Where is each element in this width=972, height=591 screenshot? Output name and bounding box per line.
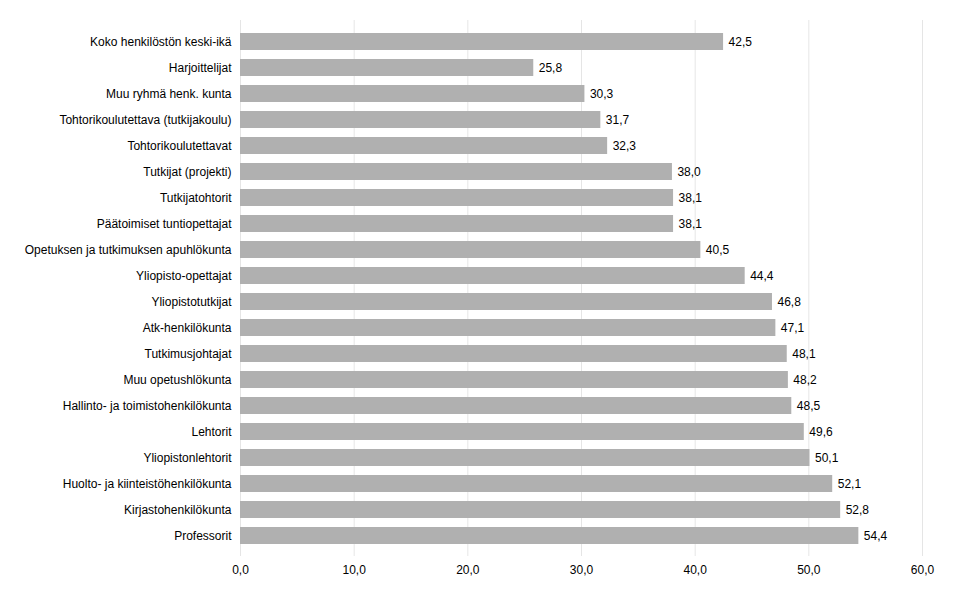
svg-text:Tutkijat (projekti): Tutkijat (projekti) [143,165,231,179]
svg-text:30,0: 30,0 [570,563,594,577]
svg-text:44,4: 44,4 [750,269,774,283]
svg-text:54,4: 54,4 [864,529,888,543]
svg-text:Kirjastohenkilökunta: Kirjastohenkilökunta [124,503,232,517]
svg-text:52,1: 52,1 [838,477,862,491]
svg-text:40,0: 40,0 [683,563,707,577]
svg-text:50,1: 50,1 [815,451,839,465]
svg-text:31,7: 31,7 [606,113,630,127]
svg-text:Atk-henkilökunta: Atk-henkilökunta [143,321,232,335]
svg-text:48,2: 48,2 [793,373,817,387]
svg-text:Harjoittelijat: Harjoittelijat [169,61,232,75]
svg-text:Tutkijatohtorit: Tutkijatohtorit [160,191,232,205]
svg-text:Koko henkilöstön keski-ikä: Koko henkilöstön keski-ikä [90,35,232,49]
svg-text:47,1: 47,1 [781,321,805,335]
svg-text:Tohtorikoulutettavat: Tohtorikoulutettavat [127,139,232,153]
svg-text:10,0: 10,0 [342,563,366,577]
svg-text:30,3: 30,3 [590,87,614,101]
svg-text:52,8: 52,8 [846,503,870,517]
svg-text:Tutkimusjohtajat: Tutkimusjohtajat [145,347,233,361]
svg-text:Yliopisto-opettajat: Yliopisto-opettajat [136,269,232,283]
svg-text:0,0: 0,0 [232,563,249,577]
svg-text:38,1: 38,1 [679,217,703,231]
svg-text:Muu opetushlökunta: Muu opetushlökunta [123,373,231,387]
svg-text:Muu ryhmä henk. kunta: Muu ryhmä henk. kunta [106,87,232,101]
svg-text:Yliopistotutkijat: Yliopistotutkijat [151,295,232,309]
svg-text:Professorit: Professorit [174,529,232,543]
svg-text:Hallinto- ja toimistohenkilöku: Hallinto- ja toimistohenkilökunta [63,399,232,413]
svg-text:48,1: 48,1 [792,347,816,361]
svg-text:25,8: 25,8 [539,61,563,75]
svg-text:60,0: 60,0 [911,563,935,577]
svg-text:20,0: 20,0 [456,563,480,577]
svg-text:40,5: 40,5 [706,243,730,257]
svg-text:50,0: 50,0 [797,563,821,577]
svg-text:Tohtorikoulutettava (tutkijako: Tohtorikoulutettava (tutkijakoulu) [59,113,231,127]
svg-text:46,8: 46,8 [777,295,801,309]
svg-text:42,5: 42,5 [729,35,753,49]
svg-text:Lehtorit: Lehtorit [191,425,232,439]
svg-text:32,3: 32,3 [613,139,637,153]
svg-text:Opetuksen ja tutkimuksen apuhl: Opetuksen ja tutkimuksen apuhlökunta [25,243,232,257]
svg-text:48,5: 48,5 [797,399,821,413]
svg-text:38,1: 38,1 [679,191,703,205]
svg-text:Päätoimiset tuntiopettajat: Päätoimiset tuntiopettajat [97,217,232,231]
svg-text:Huolto- ja kiinteistöhenkilöku: Huolto- ja kiinteistöhenkilökunta [63,477,232,491]
svg-text:38,0: 38,0 [677,165,701,179]
svg-text:49,6: 49,6 [809,425,833,439]
svg-text:Yliopistonlehtorit: Yliopistonlehtorit [143,451,232,465]
